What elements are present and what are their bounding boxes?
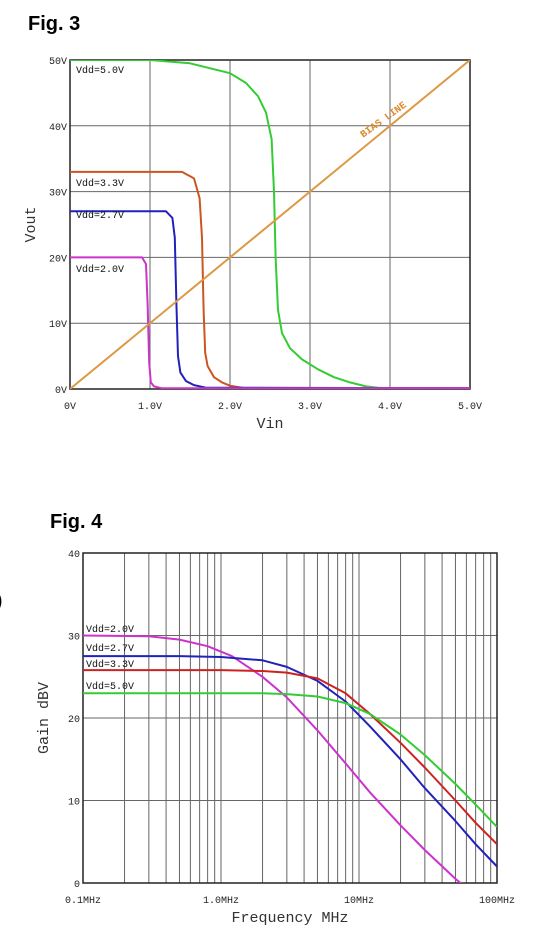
series-label: Vdd=2.0V — [86, 624, 134, 636]
series-line — [83, 669, 497, 845]
series-label: Vdd=5.0V — [76, 65, 124, 77]
series-line — [70, 60, 470, 389]
stray-text: ) — [0, 590, 3, 612]
y-tick-label: 0V — [55, 386, 67, 397]
bias-line-label: BIAS LINE — [359, 100, 409, 141]
series-line — [70, 256, 470, 389]
chart-title: Fig. 3 — [28, 13, 80, 35]
x-axis-label: Frequency MHz — [231, 910, 348, 927]
y-tick-label: 0 — [74, 880, 80, 891]
y-axis-label: Gain dBV — [36, 682, 53, 754]
plot-frame — [82, 552, 498, 884]
y-tick-label: 10 — [68, 798, 80, 809]
x-tick-label: 2.0V — [218, 402, 242, 413]
chart-2: Fig. 4 0.1MHz 1.0MHz 10MHz 100MHz 0 10 20 30 40 Fr… — [36, 511, 515, 927]
y-tick-label: 20V — [49, 254, 67, 265]
x-tick-label: 5.0V — [458, 402, 482, 413]
series-label: Vdd=2.7V — [86, 643, 134, 655]
series-line — [83, 692, 497, 828]
x-tick-label: 10MHz — [344, 896, 374, 907]
x-tick-label: 1.0MHz — [203, 896, 239, 907]
series-line — [70, 60, 470, 389]
y-tick-label: 30V — [49, 189, 67, 200]
series-line — [83, 655, 497, 868]
y-tick-label: 30 — [68, 633, 80, 644]
y-tick-label: 50V — [49, 57, 67, 68]
y-tick-label: 10V — [49, 320, 67, 331]
series-line — [70, 210, 470, 389]
y-tick-label: 40 — [68, 550, 80, 561]
series-label: Vdd=2.0V — [76, 264, 124, 276]
chart-title: Fig. 4 — [50, 511, 103, 533]
series-line — [83, 634, 463, 883]
x-tick-label: 4.0V — [378, 402, 402, 413]
y-tick-label: 40V — [49, 123, 67, 134]
x-tick-label: 100MHz — [479, 896, 515, 907]
series-label: Vdd=3.3V — [76, 178, 124, 190]
x-tick-label: 0V — [64, 402, 76, 413]
series-label: Vdd=2.7V — [76, 210, 124, 222]
y-tick-label: 20 — [68, 715, 80, 726]
x-axis-label: Vin — [256, 416, 283, 433]
x-tick-label: 1.0V — [138, 402, 162, 413]
series-label: Vdd=3.3V — [86, 659, 134, 671]
series-line — [70, 170, 470, 389]
x-tick-label: 0.1MHz — [65, 896, 101, 907]
x-tick-label: 3.0V — [298, 402, 322, 413]
y-axis-label: Vout — [23, 206, 40, 242]
series-label: Vdd=5.0V — [86, 681, 134, 693]
chart-1: Fig. 3 0V 1.0V 2.0V 3.0V 4.0V 5.0V 0V 10V 20V 30V 4… — [23, 13, 482, 433]
